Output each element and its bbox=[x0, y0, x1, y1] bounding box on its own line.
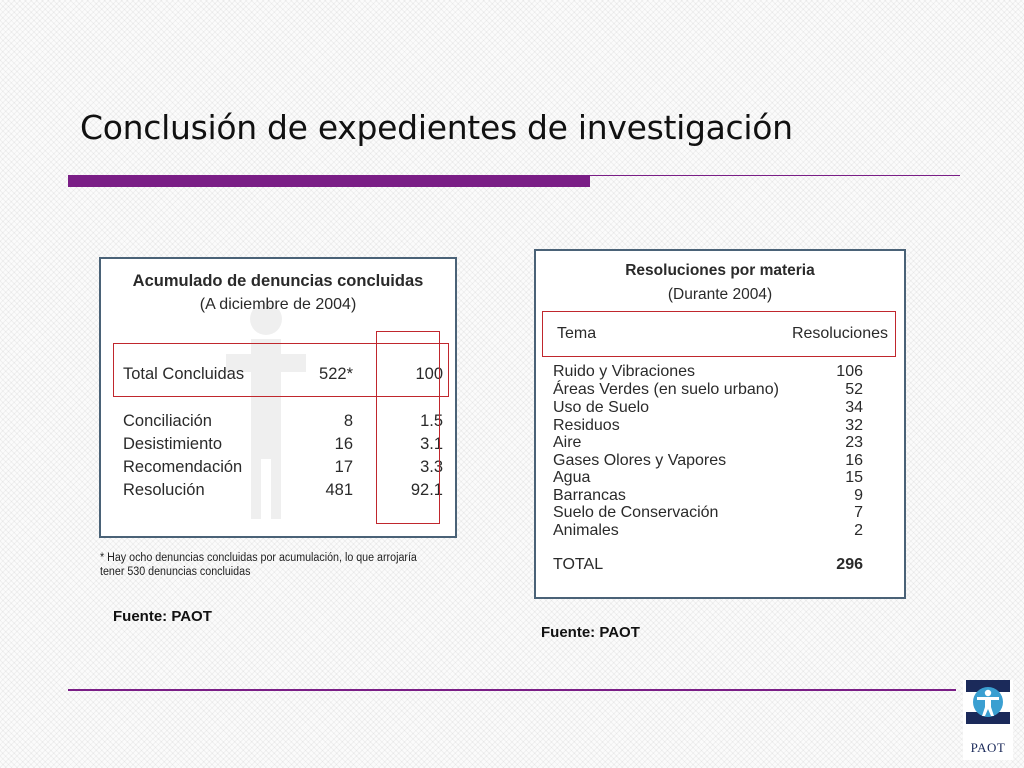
topic-column-header: Tema bbox=[557, 325, 597, 342]
row-percent: 92.1 bbox=[410, 481, 443, 499]
row-count: 8 bbox=[343, 412, 353, 430]
left-source: Fuente: PAOT bbox=[113, 608, 212, 625]
total-value: 296 bbox=[836, 556, 863, 573]
total-percent: 100 bbox=[415, 365, 443, 383]
right-table-subtitle: (Durante 2004) bbox=[667, 286, 773, 303]
row-label: Suelo de Conservación bbox=[553, 504, 719, 521]
row-value: 2 bbox=[854, 522, 863, 539]
row-label: Ruido y Vibraciones bbox=[553, 363, 696, 380]
left-table-subtitle: (A diciembre de 2004) bbox=[199, 296, 357, 313]
total-label: Total Concluidas bbox=[123, 365, 245, 383]
table-row: Barrancas 9 bbox=[553, 487, 863, 505]
table-row: Resolución 481 92.1 bbox=[123, 481, 443, 505]
total-label: TOTAL bbox=[553, 556, 604, 573]
table-row: Suelo de Conservación 7 bbox=[553, 504, 863, 522]
table-row: Gases Olores y Vapores 16 bbox=[553, 452, 863, 470]
header-highlight-box bbox=[542, 311, 896, 357]
row-label: Aire bbox=[553, 434, 582, 451]
row-label: Agua bbox=[553, 469, 591, 486]
table-row: Ruido y Vibraciones 106 bbox=[553, 363, 863, 381]
row-value: 16 bbox=[845, 452, 863, 469]
row-value: 15 bbox=[845, 469, 863, 486]
table-row: Aire 23 bbox=[553, 434, 863, 452]
total-count: 522* bbox=[319, 365, 353, 383]
left-footnote: * Hay ocho denuncias concluidas por acum… bbox=[100, 552, 417, 578]
table-row: Agua 15 bbox=[553, 469, 863, 487]
row-label: Uso de Suelo bbox=[553, 399, 650, 416]
logo-text: PAOT bbox=[970, 740, 1006, 755]
footer-divider bbox=[68, 689, 956, 691]
row-label: Barrancas bbox=[553, 487, 626, 504]
paot-logo: PAOT bbox=[963, 680, 1013, 760]
count-column-header: Resoluciones bbox=[791, 325, 888, 342]
row-label: Residuos bbox=[553, 417, 620, 434]
table-row: Áreas Verdes (en suelo urbano) 52 bbox=[553, 381, 863, 399]
left-table-title: Acumulado de denuncias concluidas bbox=[132, 272, 424, 290]
table-row: Desistimiento 16 3.1 bbox=[123, 435, 443, 459]
row-value: 7 bbox=[854, 504, 863, 521]
table-row: Uso de Suelo 34 bbox=[553, 399, 863, 417]
accumulated-complaints-table: Acumulado de denuncias concluidas (A dic… bbox=[99, 257, 457, 538]
row-label: Recomendación bbox=[123, 458, 243, 476]
percent-highlight-box bbox=[376, 331, 440, 524]
total-highlight-box bbox=[113, 343, 449, 397]
row-value: 32 bbox=[845, 417, 863, 434]
row-label: Gases Olores y Vapores bbox=[553, 452, 727, 469]
row-value: 106 bbox=[836, 363, 863, 380]
row-value: 34 bbox=[845, 399, 863, 416]
row-percent: 1.5 bbox=[420, 412, 443, 430]
resolutions-by-topic-table: Resoluciones por materia (Durante 2004) … bbox=[534, 249, 906, 599]
paot-person-icon bbox=[966, 680, 1010, 724]
row-percent: 3.3 bbox=[420, 458, 443, 476]
right-table-title: Resoluciones por materia bbox=[625, 262, 815, 279]
row-value: 52 bbox=[845, 381, 863, 398]
row-label: Conciliación bbox=[123, 412, 212, 430]
row-percent: 3.1 bbox=[420, 435, 443, 453]
right-source: Fuente: PAOT bbox=[541, 624, 640, 641]
slide-title: Conclusión de expedientes de investigaci… bbox=[80, 108, 793, 147]
row-count: 16 bbox=[334, 435, 353, 453]
table-row: Recomendación 17 3.3 bbox=[123, 458, 443, 482]
row-label: Animales bbox=[553, 522, 619, 539]
row-value: 9 bbox=[854, 487, 863, 504]
row-count: 17 bbox=[334, 458, 353, 476]
row-label: Áreas Verdes (en suelo urbano) bbox=[553, 381, 779, 398]
total-row: TOTAL 296 bbox=[553, 556, 863, 574]
table-row: Conciliación 8 1.5 bbox=[123, 412, 443, 436]
total-row: Total Concluidas 522* 100 bbox=[123, 365, 443, 389]
title-accent-line bbox=[590, 175, 960, 176]
title-accent-bar bbox=[68, 175, 590, 187]
row-value: 23 bbox=[845, 434, 863, 451]
table-row: Residuos 32 bbox=[553, 417, 863, 435]
row-label: Desistimiento bbox=[123, 435, 223, 453]
table-row: Animales 2 bbox=[553, 522, 863, 540]
figure-watermark-icon bbox=[226, 303, 306, 519]
row-label: Resolución bbox=[123, 481, 205, 499]
row-count: 481 bbox=[325, 481, 353, 499]
